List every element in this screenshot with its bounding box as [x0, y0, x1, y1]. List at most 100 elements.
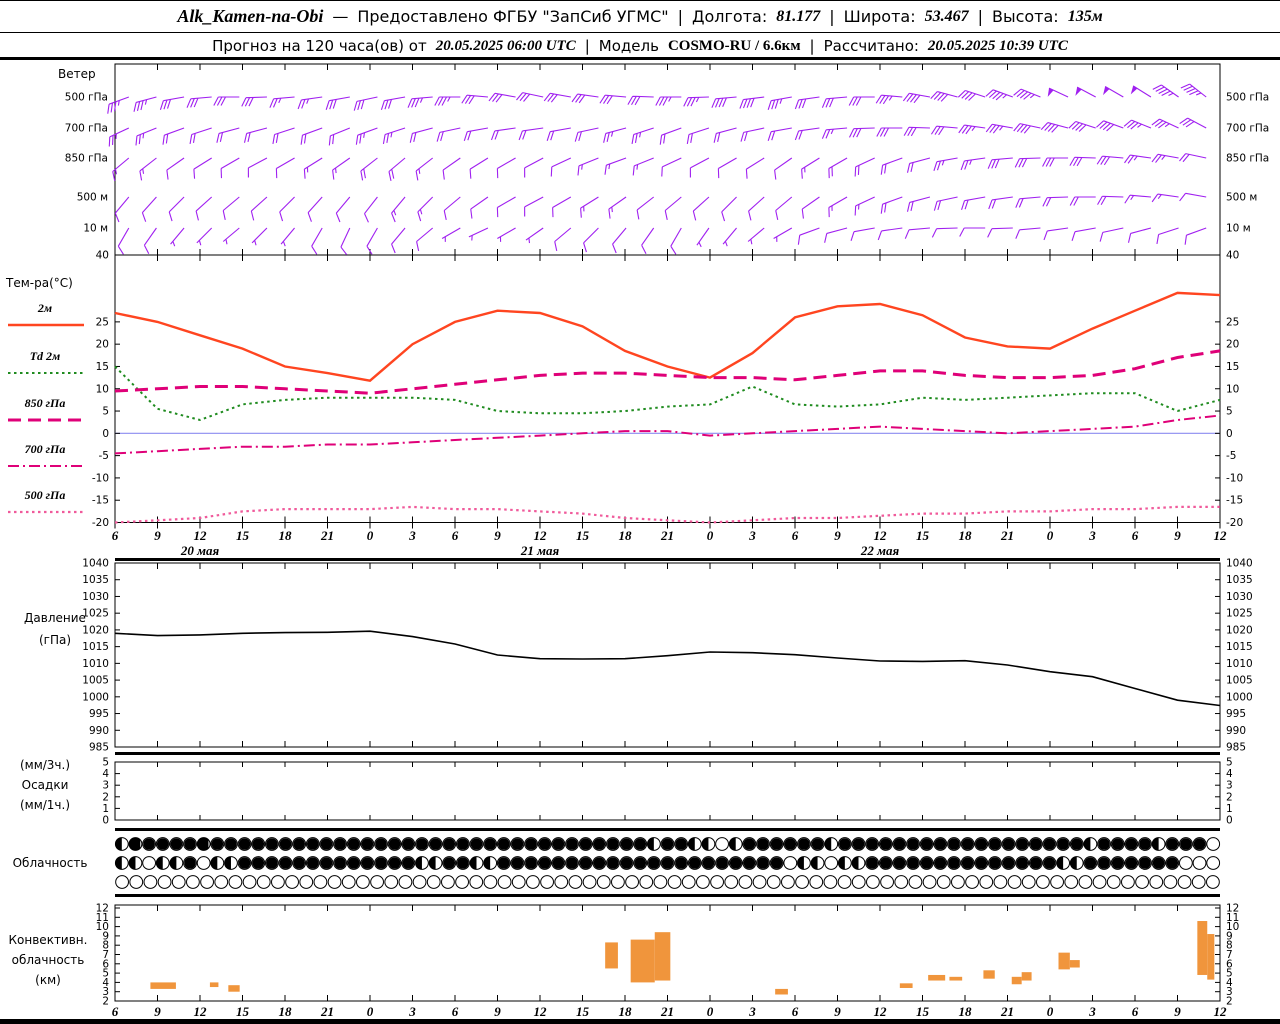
- svg-text:-20: -20: [92, 517, 109, 529]
- svg-text:Осадки: Осадки: [22, 778, 69, 792]
- svg-text:0: 0: [102, 815, 109, 827]
- svg-text:Облачность: Облачность: [13, 856, 88, 870]
- svg-text:850 гПа: 850 гПа: [1226, 153, 1269, 165]
- svg-text:15: 15: [916, 1004, 930, 1019]
- chart-frame: [0, 63, 1280, 1024]
- svg-text:1020: 1020: [1226, 624, 1253, 636]
- precipitation-panel: (мм/3ч.)Осадки(мм/1ч.)5 54 43 32 21 10 0: [20, 757, 1233, 827]
- svg-text:9: 9: [494, 1004, 501, 1019]
- pressure-panel: Давление (гПа) 1040 1040 1035 1035 1030 1030 102…: [24, 558, 1253, 754]
- svg-text:21: 21: [660, 528, 674, 543]
- svg-text:10: 10: [1226, 383, 1239, 395]
- svg-text:1005: 1005: [1226, 675, 1253, 687]
- svg-text:500 гПа: 500 гПа: [25, 488, 66, 502]
- header: Alk_Kamen-na-Obi — Предоставлено ФГБУ "З…: [0, 0, 1280, 60]
- svg-text:Давление: Давление: [24, 611, 86, 625]
- calc-label: Рассчитано:: [823, 37, 919, 55]
- svg-text:12: 12: [1214, 1004, 1228, 1019]
- svg-text:6: 6: [792, 1004, 799, 1019]
- svg-text:1: 1: [102, 803, 109, 815]
- svg-text:Ветер: Ветер: [58, 67, 96, 81]
- svg-text:2: 2: [1226, 791, 1233, 803]
- svg-text:0: 0: [1226, 815, 1233, 827]
- svg-text:15: 15: [576, 1004, 590, 1019]
- svg-text:18: 18: [619, 528, 633, 543]
- svg-text:(гПа): (гПа): [39, 633, 71, 647]
- svg-text:0: 0: [1047, 528, 1054, 543]
- svg-text:990: 990: [1226, 725, 1246, 737]
- svg-text:9: 9: [102, 930, 109, 942]
- model-name: COSMO-RU / 6.6км: [667, 37, 801, 54]
- svg-text:15: 15: [236, 1004, 250, 1019]
- svg-text:-10: -10: [1226, 472, 1243, 484]
- svg-text:5: 5: [102, 968, 109, 980]
- svg-text:15: 15: [96, 361, 109, 373]
- svg-text:15: 15: [236, 528, 250, 543]
- svg-text:700 гПа: 700 гПа: [1226, 123, 1269, 135]
- svg-text:850 гПа: 850 гПа: [65, 153, 108, 165]
- svg-text:4: 4: [102, 977, 109, 989]
- svg-text:12: 12: [194, 1004, 208, 1019]
- svg-text:6: 6: [1132, 1004, 1139, 1019]
- svg-text:3: 3: [1088, 1004, 1096, 1019]
- run-time: 20.05.2025 06:00 UTC: [435, 37, 576, 54]
- svg-text:20: 20: [96, 339, 109, 351]
- svg-text:2: 2: [102, 996, 109, 1008]
- svg-text:995: 995: [89, 708, 109, 720]
- svg-text:0: 0: [707, 528, 714, 543]
- svg-text:3: 3: [1088, 528, 1096, 543]
- svg-text:3: 3: [1226, 986, 1233, 998]
- svg-text:500 м: 500 м: [1226, 192, 1257, 204]
- svg-text:0: 0: [367, 528, 374, 543]
- svg-text:3: 3: [1226, 780, 1233, 792]
- svg-text:20 мая: 20 мая: [180, 543, 220, 558]
- svg-text:1000: 1000: [1226, 691, 1253, 703]
- svg-text:9: 9: [1174, 1004, 1181, 1019]
- svg-text:Td 2м: Td 2м: [30, 349, 61, 363]
- svg-text:1010: 1010: [82, 658, 109, 670]
- svg-text:10: 10: [96, 383, 109, 395]
- separator-bar: |: [829, 7, 835, 26]
- svg-text:6: 6: [792, 528, 799, 543]
- svg-text:500 гПа: 500 гПа: [65, 92, 108, 104]
- svg-text:1030: 1030: [82, 591, 109, 603]
- svg-text:21 мая: 21 мая: [520, 543, 560, 558]
- svg-text:-10: -10: [92, 472, 109, 484]
- svg-text:4: 4: [102, 768, 109, 780]
- svg-text:9: 9: [834, 528, 841, 543]
- svg-text:1010: 1010: [1226, 658, 1253, 670]
- svg-text:7: 7: [102, 949, 109, 961]
- svg-text:9: 9: [154, 1004, 161, 1019]
- svg-text:7: 7: [1226, 949, 1233, 961]
- svg-text:12: 12: [1226, 903, 1239, 915]
- svg-text:1030: 1030: [1226, 591, 1253, 603]
- svg-text:9: 9: [494, 528, 501, 543]
- temperature-legend: Тем-ра(°C) 2м Td 2м 850 гПа 700 гПа 500 гПа: [5, 276, 84, 514]
- latitude-label: Широта:: [843, 7, 916, 26]
- svg-text:0: 0: [102, 428, 109, 440]
- svg-text:10: 10: [96, 921, 109, 933]
- svg-text:0: 0: [367, 1004, 374, 1019]
- svg-text:1020: 1020: [82, 624, 109, 636]
- svg-text:облачность: облачность: [12, 953, 85, 967]
- svg-text:995: 995: [1226, 708, 1246, 720]
- svg-text:6: 6: [102, 958, 109, 970]
- svg-text:500 гПа: 500 гПа: [1226, 92, 1269, 104]
- svg-text:9: 9: [1174, 528, 1181, 543]
- svg-text:Конвективн.: Конвективн.: [9, 933, 88, 947]
- svg-text:12: 12: [534, 1004, 548, 1019]
- svg-text:8: 8: [1226, 940, 1233, 952]
- svg-text:(мм/3ч.): (мм/3ч.): [20, 758, 70, 772]
- svg-text:21: 21: [660, 1004, 674, 1019]
- svg-text:3: 3: [102, 986, 109, 998]
- svg-text:12: 12: [96, 903, 109, 915]
- svg-text:1: 1: [1226, 803, 1233, 815]
- svg-text:500 м: 500 м: [77, 192, 108, 204]
- svg-text:1015: 1015: [1226, 641, 1253, 653]
- provider-text: Предоставлено ФГБУ "ЗапСиб УГМС": [357, 7, 669, 26]
- svg-text:3: 3: [748, 1004, 756, 1019]
- separator-bar: |: [809, 37, 815, 55]
- separator-bar: |: [584, 37, 590, 55]
- longitude-value: 81.177: [776, 7, 821, 25]
- svg-text:3: 3: [408, 1004, 416, 1019]
